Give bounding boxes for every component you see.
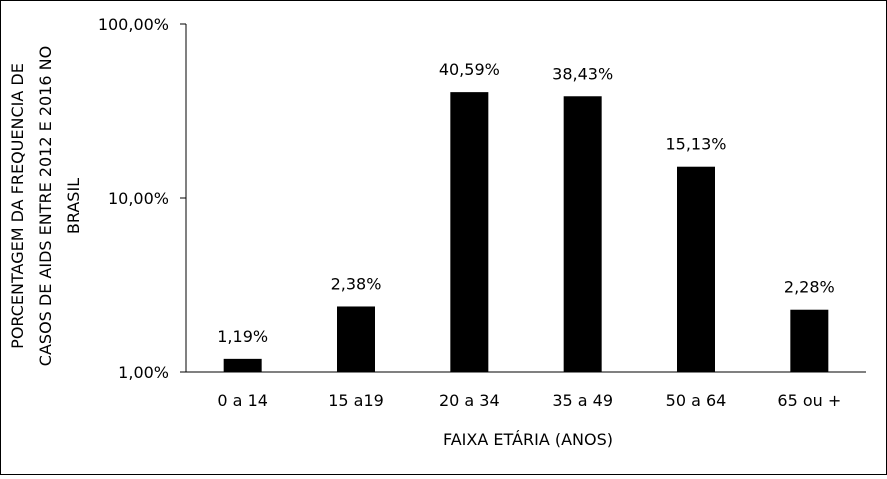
y-tick-label: 10,00% bbox=[108, 189, 169, 208]
bar bbox=[563, 96, 602, 372]
data-label: 38,43% bbox=[552, 64, 613, 83]
bar bbox=[790, 309, 829, 372]
x-axis-ticks: 0 a 14 15 a19 20 a 34 35 a 49 50 a 64 65 ou + bbox=[217, 391, 841, 410]
x-tick-label: 0 a 14 bbox=[217, 391, 268, 410]
x-axis-title: FAIXA ETÁRIA (ANOS) bbox=[443, 430, 613, 449]
data-label: 15,13% bbox=[665, 135, 726, 154]
bar bbox=[677, 166, 715, 372]
y-axis-title-line-2: CASOS DE AIDS ENTRE 2012 E 2016 NO bbox=[36, 46, 55, 366]
y-tick-label: 1,00% bbox=[118, 363, 169, 382]
data-label: 2,28% bbox=[784, 278, 835, 297]
x-tick-label: 35 a 49 bbox=[552, 391, 613, 410]
bars: 1,19% 2,38% 40,59% 38,43% 15,13% 2,28% bbox=[217, 60, 835, 373]
y-axis-title-line-1: PORCENTAGEM DA FREQUENCIA DE bbox=[8, 63, 27, 349]
y-axis-ticks: 1,00% 10,00% 100,00% bbox=[98, 15, 186, 382]
x-tick-label: 65 ou + bbox=[777, 391, 841, 410]
bar bbox=[450, 92, 489, 373]
x-tick-label: 20 a 34 bbox=[439, 391, 500, 410]
data-label: 40,59% bbox=[439, 60, 500, 79]
y-tick-label: 100,00% bbox=[98, 15, 169, 34]
y-axis-title-line-3: BRASIL bbox=[64, 178, 83, 234]
bar bbox=[223, 358, 262, 372]
data-label: 2,38% bbox=[331, 274, 382, 293]
data-label: 1,19% bbox=[217, 327, 268, 346]
bar bbox=[337, 306, 375, 372]
x-tick-label: 15 a19 bbox=[328, 391, 384, 410]
x-tick-label: 50 a 64 bbox=[666, 391, 727, 410]
y-axis-title: PORCENTAGEM DA FREQUENCIA DE CASOS DE AI… bbox=[8, 46, 83, 366]
